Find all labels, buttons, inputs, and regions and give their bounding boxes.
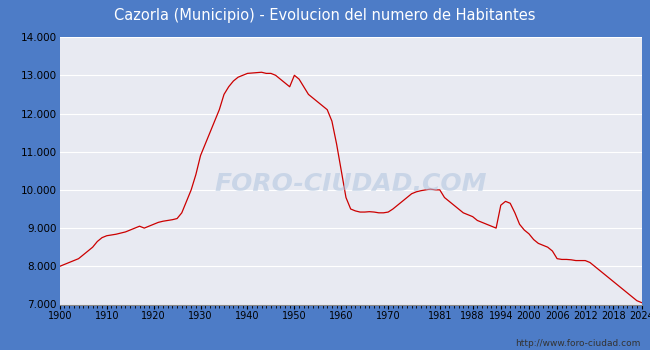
Text: FORO-CIUDAD.COM: FORO-CIUDAD.COM [214,172,487,196]
Text: Cazorla (Municipio) - Evolucion del numero de Habitantes: Cazorla (Municipio) - Evolucion del nume… [114,8,536,22]
Text: http://www.foro-ciudad.com: http://www.foro-ciudad.com [515,339,640,348]
